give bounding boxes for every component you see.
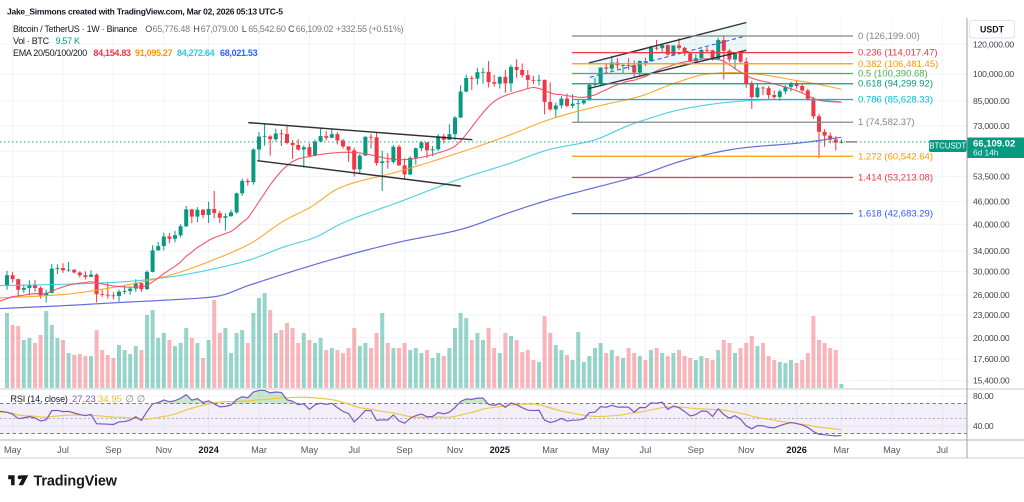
svg-text:Mar: Mar (542, 445, 558, 455)
svg-text:84,272.64: 84,272.64 (177, 48, 215, 58)
svg-text:65,776.48: 65,776.48 (153, 24, 191, 34)
svg-text:Nov: Nov (447, 445, 464, 455)
svg-text:0.786 (85,628.33): 0.786 (85,628.33) (858, 95, 933, 106)
svg-text:26,000.00: 26,000.00 (973, 290, 1010, 300)
svg-text:TradingView: TradingView (34, 473, 118, 489)
svg-text:84,154.83: 84,154.83 (93, 48, 131, 58)
svg-text:Jake_Simmons created with Trad: Jake_Simmons created with TradingView.co… (7, 6, 283, 16)
svg-text:0.5 (100,390.68): 0.5 (100,390.68) (858, 69, 928, 80)
svg-text:85,000.00: 85,000.00 (973, 96, 1010, 106)
svg-text:Bitcoin / TetherUS · 1W · Bina: Bitcoin / TetherUS · 1W · Binance (13, 24, 137, 34)
svg-text:15,400.00: 15,400.00 (973, 376, 1010, 386)
svg-text:USDT: USDT (980, 24, 1005, 34)
svg-text:1.272 (60,542.64): 1.272 (60,542.64) (858, 151, 933, 162)
svg-text:Mar: Mar (251, 445, 267, 455)
svg-text:H: H (193, 24, 199, 34)
svg-text:91,095.27: 91,095.27 (135, 48, 173, 58)
svg-text:20,000.00: 20,000.00 (973, 333, 1010, 343)
svg-text:1 (74,582.37): 1 (74,582.37) (858, 117, 915, 128)
svg-text:9.57 K: 9.57 K (56, 36, 81, 46)
svg-text:67,079.00: 67,079.00 (201, 24, 239, 34)
svg-text:Nov: Nov (738, 445, 755, 455)
svg-text:66,109.02: 66,109.02 (296, 24, 334, 34)
svg-text:BTCUSDT: BTCUSDT (929, 142, 966, 151)
svg-text:May: May (883, 445, 901, 455)
svg-text:0 (126,199.00): 0 (126,199.00) (858, 31, 920, 42)
svg-text:Vol · BTC: Vol · BTC (13, 36, 50, 46)
svg-text:53,500.00: 53,500.00 (973, 172, 1010, 182)
svg-text:May: May (592, 445, 610, 455)
svg-text:46,000.00: 46,000.00 (973, 196, 1010, 206)
svg-text:0.618 (94,299.92): 0.618 (94,299.92) (858, 79, 933, 90)
svg-text:2026: 2026 (786, 445, 806, 455)
svg-text:Jul: Jul (348, 445, 360, 455)
svg-text:Jul: Jul (640, 445, 652, 455)
svg-text:Sep: Sep (688, 445, 704, 455)
svg-text:65,542.60: 65,542.60 (248, 24, 286, 34)
svg-text:66,109.02: 66,109.02 (973, 139, 1015, 150)
svg-text:34,000.00: 34,000.00 (973, 246, 1010, 256)
svg-text:Jul: Jul (57, 445, 69, 455)
svg-text:O: O (145, 24, 152, 34)
svg-text:0.382 (106,481.45): 0.382 (106,481.45) (858, 59, 938, 70)
svg-text:1.618 (42,683.29): 1.618 (42,683.29) (858, 209, 933, 220)
svg-text:73,000.00: 73,000.00 (973, 121, 1010, 131)
svg-text:80.00: 80.00 (973, 391, 994, 401)
svg-text:23,000.00: 23,000.00 (973, 310, 1010, 320)
svg-text:EMA 20/50/100/200: EMA 20/50/100/200 (13, 48, 87, 58)
svg-text:34.95: 34.95 (98, 394, 122, 405)
svg-text:1.414 (53,213.08): 1.414 (53,213.08) (858, 173, 933, 184)
svg-text:17,600.00: 17,600.00 (973, 354, 1010, 364)
svg-text:L: L (242, 24, 247, 34)
svg-text:30,000.00: 30,000.00 (973, 266, 1010, 276)
svg-text:May: May (301, 445, 319, 455)
svg-text:2024: 2024 (198, 445, 219, 455)
svg-text:2025: 2025 (490, 445, 510, 455)
svg-text:Nov: Nov (156, 445, 173, 455)
svg-text:Sep: Sep (396, 445, 412, 455)
svg-text:27.23: 27.23 (72, 394, 96, 405)
svg-text:68,021.53: 68,021.53 (220, 48, 258, 58)
svg-text:Sep: Sep (105, 445, 121, 455)
svg-text:+332.55 (+0.51%): +332.55 (+0.51%) (336, 24, 404, 34)
svg-text:∅: ∅ (126, 394, 134, 405)
svg-text:C: C (288, 24, 295, 34)
svg-text:120,000.00: 120,000.00 (973, 39, 1014, 49)
svg-text:40.00: 40.00 (973, 421, 994, 431)
svg-text:100,000.00: 100,000.00 (973, 69, 1014, 79)
svg-text:∅: ∅ (137, 394, 145, 405)
svg-text:40,000.00: 40,000.00 (973, 219, 1010, 229)
svg-text:RSI (14, close): RSI (14, close) (11, 394, 68, 404)
svg-text:Jul: Jul (936, 445, 948, 455)
svg-text:Mar: Mar (833, 445, 849, 455)
svg-text:6d 14h: 6d 14h (973, 148, 999, 158)
svg-text:May: May (4, 445, 22, 455)
svg-text:0.236 (114,017.47): 0.236 (114,017.47) (858, 48, 938, 59)
